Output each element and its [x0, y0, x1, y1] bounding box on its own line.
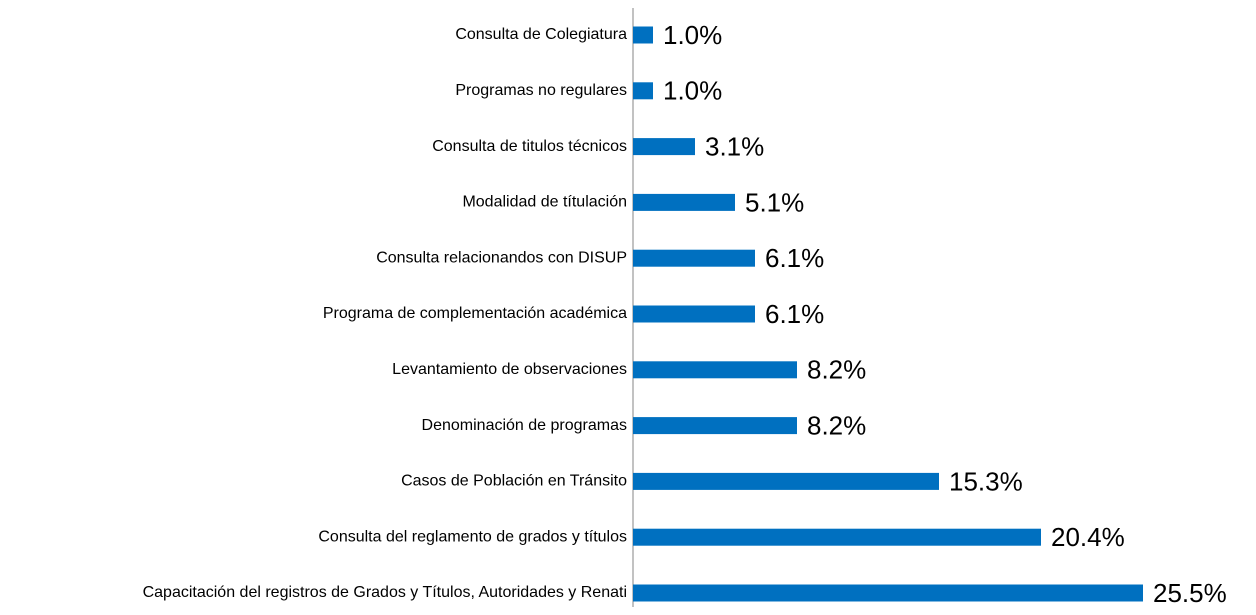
bar	[633, 361, 797, 379]
value-label: 15.3%	[949, 466, 1023, 496]
value-label: 6.1%	[765, 243, 824, 273]
bar	[633, 472, 939, 490]
bar	[633, 249, 755, 267]
category-label: Levantamiento de observaciones	[392, 361, 627, 378]
bar	[633, 584, 1143, 602]
category-label: Consulta del reglamento de grados y títu…	[318, 528, 627, 545]
bar	[633, 417, 797, 435]
value-label: 8.2%	[807, 410, 866, 440]
value-label: 1.0%	[663, 20, 722, 50]
category-label: Programas no regulares	[455, 82, 627, 99]
category-label: Consulta de Colegiatura	[455, 26, 627, 43]
bar	[633, 193, 735, 211]
value-label: 3.1%	[705, 131, 764, 161]
category-label: Capacitación del registros de Grados y T…	[143, 584, 627, 601]
value-label: 6.1%	[765, 299, 824, 329]
value-label: 1.0%	[663, 76, 722, 106]
category-label: Modalidad de títulación	[462, 194, 627, 211]
value-label: 8.2%	[807, 355, 866, 385]
value-label: 20.4%	[1051, 522, 1125, 552]
bar	[633, 26, 653, 44]
category-label: Casos de Población en Tránsito	[401, 473, 627, 490]
category-label: Consulta de titulos técnicos	[432, 138, 627, 155]
bar	[633, 82, 653, 100]
bar	[633, 138, 695, 156]
bar	[633, 305, 755, 323]
category-label: Programa de complementación académica	[323, 305, 627, 322]
value-label: 25.5%	[1153, 578, 1227, 608]
bar	[633, 528, 1041, 546]
category-label: Consulta relacionandos con DISUP	[376, 249, 627, 266]
value-label: 5.1%	[745, 187, 804, 217]
category-label: Denominación de programas	[422, 417, 627, 434]
